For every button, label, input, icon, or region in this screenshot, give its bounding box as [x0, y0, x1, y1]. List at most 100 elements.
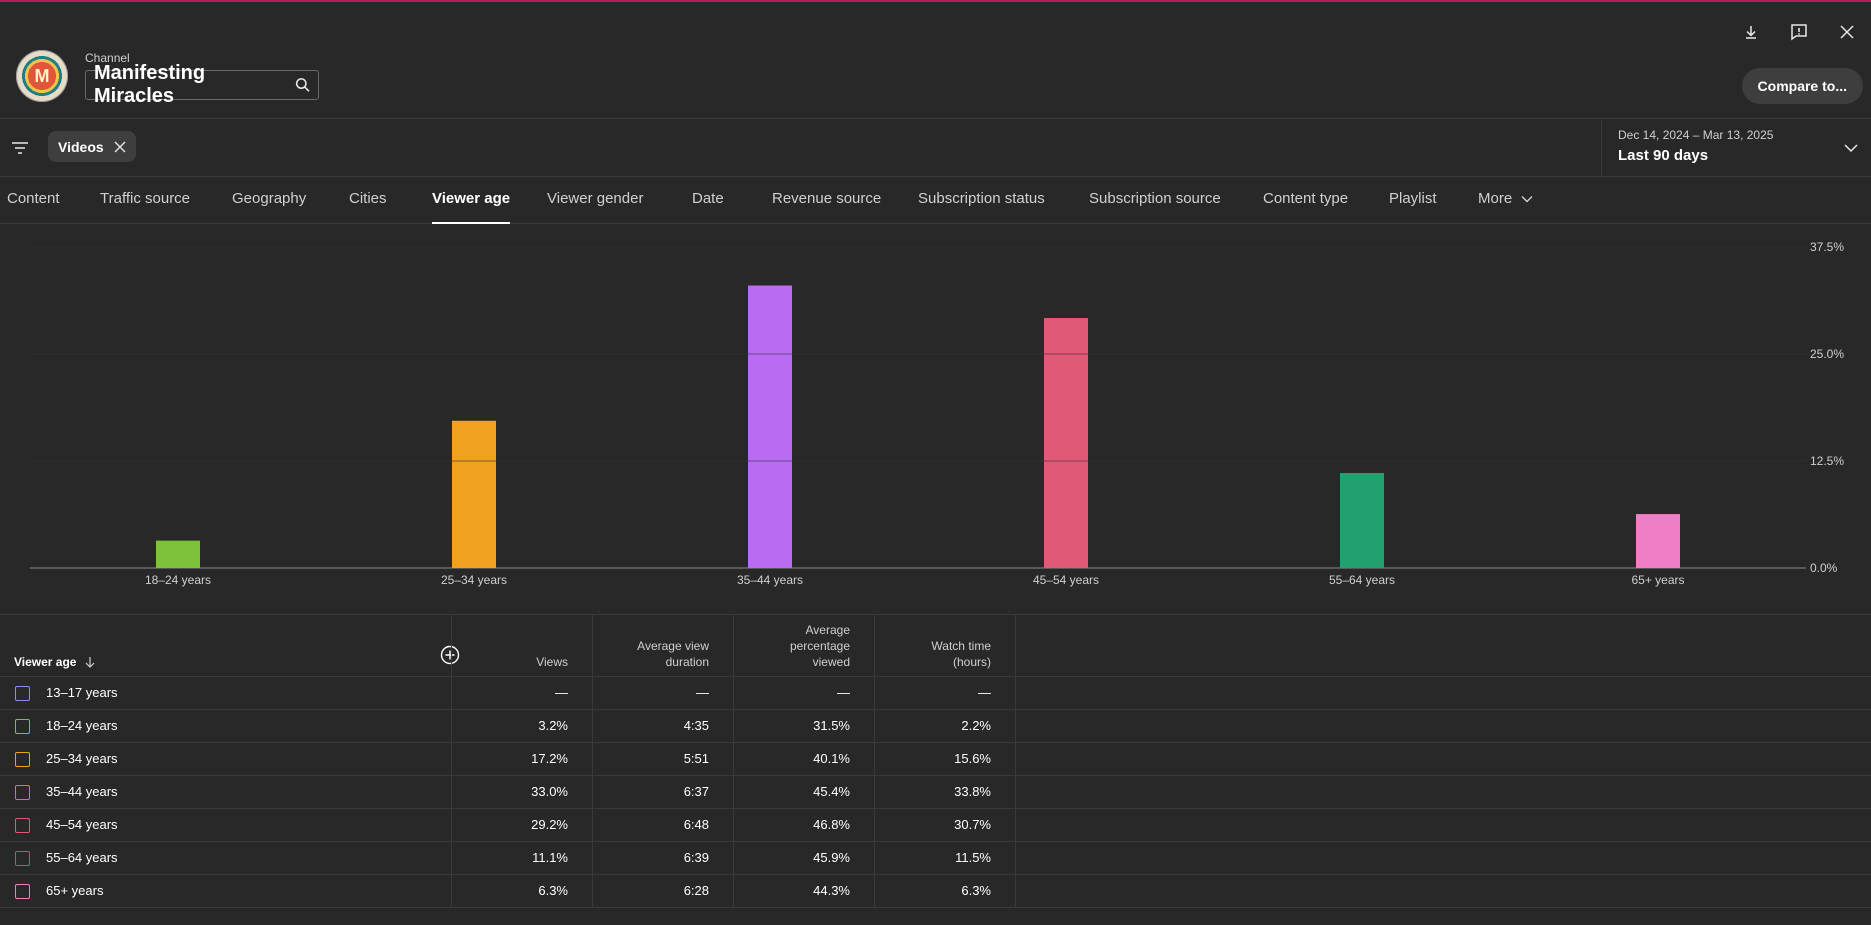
chevron-down-icon — [1844, 144, 1858, 153]
date-picker[interactable]: Dec 14, 2024 – Mar 13, 2025 Last 90 days — [1601, 120, 1871, 177]
table-row[interactable]: 18–24 years 3.2% 4:35 31.5% 2.2% — [0, 710, 1871, 743]
bar-18-24-years[interactable] — [156, 540, 200, 568]
table-header: Viewer age Views Average view duration Av… — [0, 615, 1871, 677]
date-preset: Last 90 days — [1618, 147, 1709, 164]
cell-watch-time: 33.8% — [954, 784, 991, 799]
sort-arrow-down-icon[interactable] — [84, 656, 96, 668]
cell-views: 17.2% — [531, 751, 568, 766]
table-row[interactable]: 25–34 years 17.2% 5:51 40.1% 15.6% — [0, 743, 1871, 776]
row-label: 65+ years — [46, 883, 104, 898]
tab-content-type[interactable]: Content type — [1263, 190, 1349, 207]
header-views[interactable]: Views — [536, 655, 568, 669]
table-row[interactable]: 65+ years 6.3% 6:28 44.3% 6.3% — [0, 875, 1871, 908]
column-divider — [733, 615, 734, 908]
bar-35-44-years[interactable] — [748, 285, 792, 568]
cell-average-view-duration: 6:48 — [683, 817, 709, 832]
row-label: 55–64 years — [46, 850, 118, 865]
cell-average-view-duration: 6:37 — [683, 784, 709, 799]
header-watch-time[interactable]: Watch time (hours) — [931, 639, 991, 669]
column-divider — [874, 615, 875, 908]
avatar-letter: M — [34, 66, 50, 86]
column-divider — [592, 615, 593, 908]
filter-row: Videos Dec 14, 2024 – Mar 13, 2025 Last … — [0, 120, 1871, 177]
cell-watch-time: — — [978, 685, 991, 700]
series-checkbox[interactable] — [15, 752, 30, 767]
tab-geography[interactable]: Geography — [232, 190, 307, 207]
y-tick-label: 25.0% — [1810, 347, 1844, 361]
series-checkbox[interactable] — [15, 884, 30, 899]
feedback-icon[interactable] — [1775, 20, 1823, 44]
filter-chip-videos[interactable]: Videos — [48, 131, 136, 162]
tab-more[interactable]: More — [1478, 178, 1534, 224]
bar-55-64-years[interactable] — [1340, 472, 1384, 568]
cell-average-view-duration: 6:28 — [683, 883, 709, 898]
top-icons — [1727, 20, 1871, 44]
header-average-percentage-viewed[interactable]: Average percentage viewed — [789, 623, 850, 669]
cell-average-view-duration: — — [696, 685, 709, 700]
cell-watch-time: 2.2% — [961, 718, 991, 733]
series-checkbox[interactable] — [15, 851, 30, 866]
bar-25-34-years[interactable] — [452, 420, 496, 568]
cell-average-percentage-viewed: 45.9% — [813, 850, 850, 865]
table-row[interactable]: 55–64 years 11.1% 6:39 45.9% 11.5% — [0, 842, 1871, 875]
series-checkbox[interactable] — [15, 719, 30, 734]
filter-icon[interactable] — [10, 138, 30, 158]
series-checkbox[interactable] — [15, 785, 30, 800]
remove-filter-icon[interactable] — [114, 141, 126, 153]
cell-average-percentage-viewed: 40.1% — [813, 751, 850, 766]
close-icon[interactable] — [1823, 20, 1871, 44]
dimension-tabs: Content Traffic source Geography Cities … — [0, 178, 1871, 224]
column-divider — [451, 615, 452, 908]
y-tick-label: 12.5% — [1810, 454, 1844, 468]
chevron-down-icon — [1521, 196, 1533, 203]
date-range: Dec 14, 2024 – Mar 13, 2025 — [1618, 128, 1774, 142]
compare-button[interactable]: Compare to... — [1741, 68, 1863, 104]
row-label: 35–44 years — [46, 784, 118, 799]
x-tick-label: 35–44 years — [737, 573, 803, 587]
download-icon[interactable] — [1727, 20, 1775, 44]
add-column-icon[interactable] — [440, 645, 460, 665]
column-divider — [1015, 615, 1016, 908]
x-tick-label: 25–34 years — [441, 573, 507, 587]
cell-views: 3.2% — [538, 718, 568, 733]
table-row[interactable]: 35–44 years 33.0% 6:37 45.4% 33.8% — [0, 776, 1871, 809]
cell-watch-time: 15.6% — [954, 751, 991, 766]
tab-cities[interactable]: Cities — [349, 190, 387, 207]
x-tick-label: 55–64 years — [1329, 573, 1395, 587]
header: M Channel Manifesting Miracles Compare t… — [0, 2, 1871, 119]
bar-65-years[interactable] — [1636, 514, 1680, 568]
table-row[interactable]: 45–54 years 29.2% 6:48 46.8% 30.7% — [0, 809, 1871, 842]
tab-subscription-status[interactable]: Subscription status — [918, 190, 1045, 207]
cell-views: 29.2% — [531, 817, 568, 832]
cell-average-view-duration: 5:51 — [683, 751, 709, 766]
cell-average-view-duration: 6:39 — [683, 850, 709, 865]
x-tick-label: 45–54 years — [1033, 573, 1099, 587]
tab-playlist[interactable]: Playlist — [1389, 190, 1437, 207]
cell-average-view-duration: 4:35 — [683, 718, 709, 733]
tab-content[interactable]: Content — [7, 190, 60, 207]
bar-45-54-years[interactable] — [1044, 318, 1088, 568]
search-icon[interactable] — [295, 77, 311, 93]
x-tick-label: 18–24 years — [145, 573, 211, 587]
tab-viewer-gender[interactable]: Viewer gender — [547, 190, 644, 207]
channel-avatar[interactable]: M — [16, 50, 68, 102]
tab-revenue-source[interactable]: Revenue source — [772, 190, 882, 207]
tab-subscription-source[interactable]: Subscription source — [1089, 190, 1221, 207]
cell-average-percentage-viewed: — — [837, 685, 850, 700]
series-checkbox[interactable] — [15, 818, 30, 833]
cell-average-percentage-viewed: 46.8% — [813, 817, 850, 832]
data-table: Viewer age Views Average view duration Av… — [0, 614, 1871, 925]
tab-traffic-source[interactable]: Traffic source — [100, 190, 191, 207]
header-average-view-duration[interactable]: Average view duration — [637, 639, 709, 669]
series-checkbox[interactable] — [15, 686, 30, 701]
viewer-age-chart: 18–24 years 25–34 years 35–44 years 45–54 y… — [0, 225, 1871, 615]
tab-date[interactable]: Date — [692, 190, 724, 207]
row-label: 13–17 years — [46, 685, 118, 700]
cell-watch-time: 30.7% — [954, 817, 991, 832]
cell-average-percentage-viewed: 31.5% — [813, 718, 850, 733]
channel-selector[interactable]: Manifesting Miracles — [85, 62, 319, 107]
tab-viewer-age[interactable]: Viewer age — [432, 178, 511, 224]
row-label: 25–34 years — [46, 751, 118, 766]
table-row[interactable]: 13–17 years — — — — — [0, 677, 1871, 710]
header-viewer-age[interactable]: Viewer age — [0, 615, 451, 677]
